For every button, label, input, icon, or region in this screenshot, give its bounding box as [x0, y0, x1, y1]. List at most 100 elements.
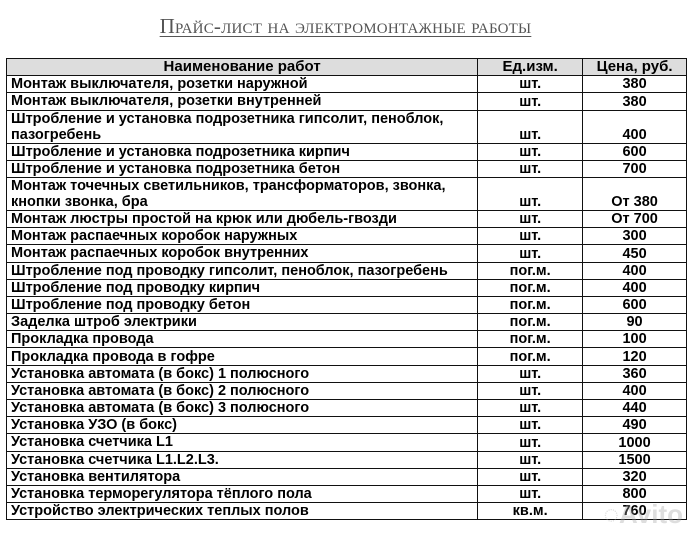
price-cell: 700 [582, 159, 687, 178]
unit-cell: пог.м. [477, 261, 584, 280]
price-cell: 490 [582, 416, 687, 435]
table-row: Монтаж распаечных коробок внутренних шт. 4… [5, 244, 687, 263]
table-row: Монтаж выключателя, розетки внутренней шт… [5, 92, 687, 111]
work-name-cell: Установка вентилятора [5, 467, 479, 486]
unit-cell: пог.м. [477, 295, 584, 315]
table-row: Установка вентилятора шт. 320 [5, 467, 687, 486]
table-row: Монтаж люстры простой на крюк или дюбель… [5, 209, 687, 229]
table-row: Установка счетчика L1 шт. 1000 [5, 433, 687, 452]
unit-cell: шт. [477, 416, 584, 435]
work-name-cell: Штробление под проводку гипсолит, пенобл… [5, 261, 479, 280]
table-row: Установка счетчика L1.L2.L3. шт. 1500 [5, 450, 687, 469]
unit-cell: шт. [477, 176, 584, 211]
table-row: Штробление и установка подрозетника бето… [5, 159, 687, 178]
unit-cell: пог.м. [477, 347, 584, 366]
table-row: Штробление под проводку кирпич пог.м. 400 [5, 278, 687, 297]
price-cell: 320 [582, 467, 687, 486]
table-row: Заделка штроб электрики пог.м. 90 [5, 313, 687, 332]
work-name-cell: Штробление и установка подрозетника бето… [5, 159, 479, 178]
unit-cell: пог.м. [477, 330, 584, 349]
price-table: Наименование работ Ед.изм. Цена, руб. Мо… [5, 57, 687, 521]
header-price: Цена, руб. [582, 57, 687, 77]
unit-cell: шт. [477, 484, 584, 504]
unit-cell: шт. [477, 364, 584, 383]
table-row: Устройство электрических теплых полов кв.… [5, 502, 687, 521]
unit-cell: шт. [477, 227, 584, 246]
work-name-cell: Монтаж люстры простой на крюк или дюбель… [5, 209, 479, 229]
price-cell: 400 [582, 381, 687, 401]
work-name-cell: Монтаж выключателя, розетки внутренней [5, 92, 479, 111]
table-row: Установка автомата (в бокс) 3 полюсного ш… [5, 398, 687, 418]
work-name-cell: Штробление под проводку кирпич [5, 278, 479, 297]
work-name-cell: Штробление и установка подрозетника гипс… [5, 109, 479, 144]
table-row: Штробление и установка подрозетника кирп… [5, 142, 687, 161]
price-cell: От 700 [582, 209, 687, 229]
price-cell: 1000 [582, 433, 687, 452]
table-row: Прокладка провода пог.м. 100 [5, 330, 687, 349]
table-row: Штробление под проводку бетон пог.м. 600 [5, 295, 687, 315]
price-cell: 360 [582, 364, 687, 383]
unit-cell: шт. [477, 75, 584, 94]
unit-cell: шт. [477, 244, 584, 263]
page-title: Прайс-лист на электромонтажные работы [0, 14, 691, 39]
work-name-cell: Установка автомата (в бокс) 3 полюсного [5, 398, 479, 418]
unit-cell: кв.м. [477, 502, 584, 521]
header-unit: Ед.изм. [477, 57, 584, 77]
work-name-cell: Установка счетчика L1 [5, 433, 479, 452]
price-cell: 100 [582, 330, 687, 349]
work-name-cell: Штробление и установка подрозетника кирп… [5, 142, 479, 161]
price-cell: 440 [582, 398, 687, 418]
work-name-cell: Заделка штроб электрики [5, 313, 479, 332]
work-name-cell: Установка автомата (в бокс) 1 полюсного [5, 364, 479, 383]
price-cell: 600 [582, 142, 687, 161]
table-row: Прокладка провода в гофре пог.м. 120 [5, 347, 687, 366]
work-name-cell: Монтаж распаечных коробок наружных [5, 227, 479, 246]
price-cell: 120 [582, 347, 687, 366]
work-name-cell: Установка счетчика L1.L2.L3. [5, 450, 479, 469]
table-row: Штробление под проводку гипсолит, пенобл… [5, 261, 687, 280]
unit-cell: шт. [477, 159, 584, 178]
work-name-cell: Прокладка провода в гофре [5, 347, 479, 366]
unit-cell: пог.м. [477, 313, 584, 332]
unit-cell: пог.м. [477, 278, 584, 297]
title-text: Прайс-лист на электромонтажные работы [159, 14, 532, 38]
table-row: Штробление и установка подрозетника гипс… [5, 109, 687, 144]
unit-cell: шт. [477, 433, 584, 452]
work-name-cell: Прокладка провода [5, 330, 479, 349]
table-row: Установка автомата (в бокс) 1 полюсного ш… [5, 364, 687, 383]
work-name-cell: Штробление под проводку бетон [5, 295, 479, 315]
table-row: Монтаж распаечных коробок наружных шт. 300 [5, 227, 687, 246]
unit-cell: шт. [477, 209, 584, 229]
price-cell: 800 [582, 484, 687, 504]
table-row: Установка терморегулятора тёплого пола шт… [5, 484, 687, 504]
work-name-cell: Установка терморегулятора тёплого пола [5, 484, 479, 504]
unit-cell: шт. [477, 109, 584, 144]
price-cell: 300 [582, 227, 687, 246]
price-cell: 760 [582, 502, 687, 521]
work-name-cell: Монтаж точечных светильников, трансформа… [5, 176, 479, 211]
work-name-cell: Установка автомата (в бокс) 2 полюсного [5, 381, 479, 401]
table-row: Монтаж выключателя, розетки наружной шт. 3… [5, 75, 687, 94]
price-cell: 400 [582, 278, 687, 297]
table-row: Установка УЗО (в бокс) шт. 490 [5, 416, 687, 435]
unit-cell: шт. [477, 450, 584, 469]
unit-cell: шт. [477, 92, 584, 111]
unit-cell: шт. [477, 142, 584, 161]
price-cell: 380 [582, 75, 687, 94]
header-name: Наименование работ [5, 57, 479, 77]
price-cell: 1500 [582, 450, 687, 469]
work-name-cell: Устройство электрических теплых полов [5, 502, 479, 521]
price-cell: 90 [582, 313, 687, 332]
unit-cell: шт. [477, 398, 584, 418]
table-body: Монтаж выключателя, розетки наружной шт. 3… [5, 75, 687, 521]
table-header-row: Наименование работ Ед.изм. Цена, руб. [5, 57, 687, 77]
table-row: Монтаж точечных светильников, трансформа… [5, 176, 687, 211]
price-cell: 400 [582, 261, 687, 280]
work-name-cell: Установка УЗО (в бокс) [5, 416, 479, 435]
price-cell: 450 [582, 244, 687, 263]
price-cell: От 380 [582, 176, 687, 211]
price-cell: 600 [582, 295, 687, 315]
unit-cell: шт. [477, 467, 584, 486]
work-name-cell: Монтаж выключателя, розетки наружной [5, 75, 479, 94]
price-cell: 380 [582, 92, 687, 111]
